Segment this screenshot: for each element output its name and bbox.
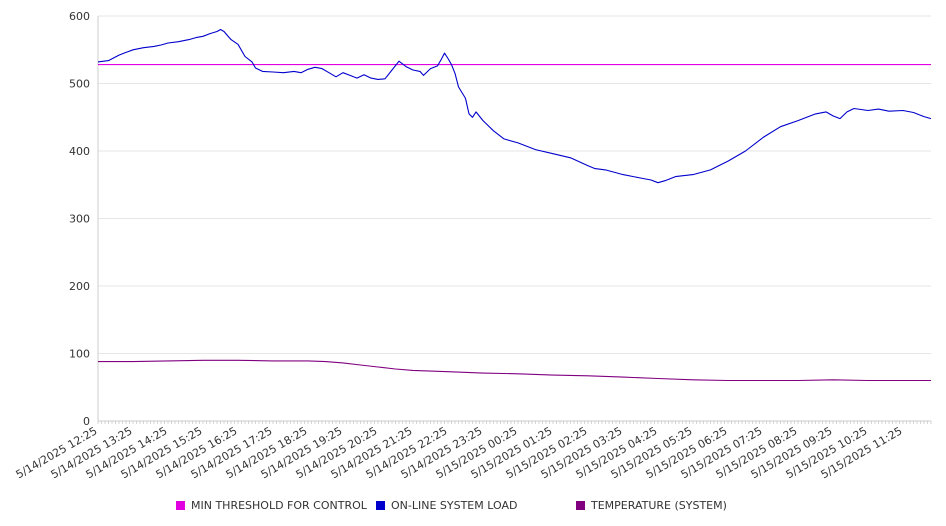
legend-swatch-system-load — [376, 500, 385, 510]
gridlines — [98, 15, 931, 354]
y-tick-label: 100 — [69, 348, 90, 361]
x-minor-ticks — [97, 421, 932, 424]
legend-item-temperature[interactable]: TEMPERATURE (SYSTEM) — [576, 498, 727, 512]
series-line-temperature-system — [98, 359, 931, 382]
y-tick-label: 300 — [69, 213, 90, 226]
y-tick-label: 200 — [69, 280, 90, 293]
y-tick-label: 600 — [69, 10, 90, 23]
series-line-on-line-system-load — [97, 28, 932, 184]
y-tick-label: 0 — [83, 415, 90, 428]
legend-item-system-load[interactable]: ON-LINE SYSTEM LOAD — [376, 498, 517, 512]
legend-label-min-threshold: MIN THRESHOLD FOR CONTROL — [191, 498, 367, 512]
series-layer — [97, 28, 932, 382]
x-tick-labels: 5/14/2025 12:255/14/2025 13:255/14/2025 … — [14, 424, 905, 481]
legend-label-system-load: ON-LINE SYSTEM LOAD — [391, 498, 518, 512]
legend-item-min-threshold[interactable]: MIN THRESHOLD FOR CONTROL — [176, 498, 367, 512]
y-tick-label: 500 — [69, 78, 90, 91]
legend-swatch-temperature — [576, 500, 585, 510]
legend-swatch-min-threshold — [176, 500, 185, 510]
y-tick-label: 400 — [69, 145, 90, 158]
legend-label-temperature: TEMPERATURE (SYSTEM) — [591, 498, 727, 512]
y-tick-labels: 0 100 200 300 400 500 600 — [69, 10, 90, 428]
